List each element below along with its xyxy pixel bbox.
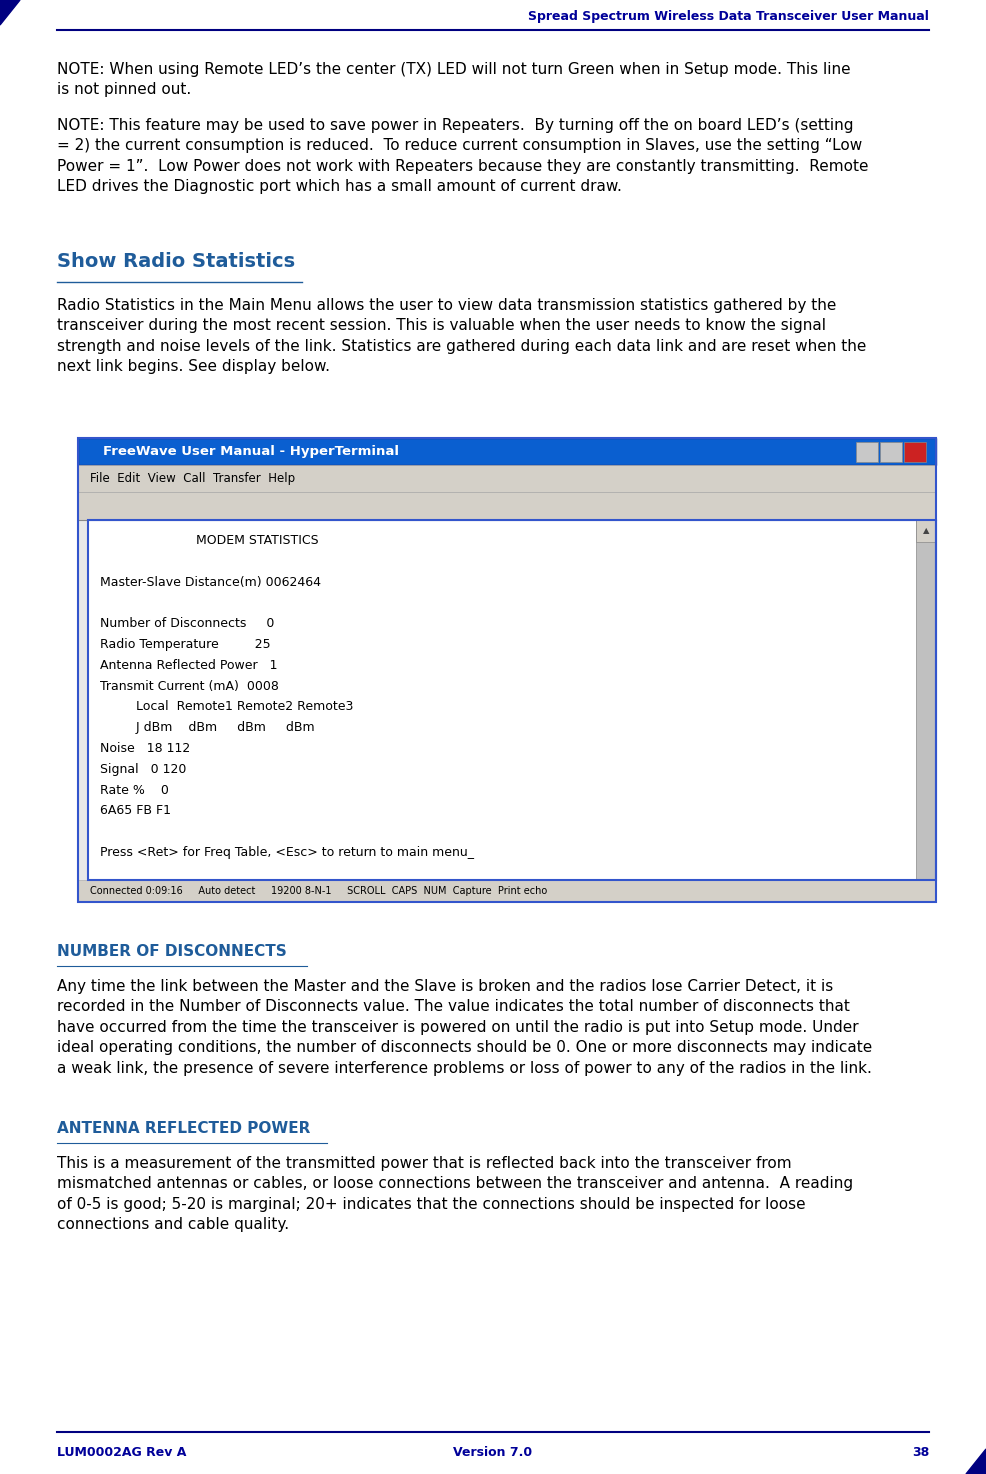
Text: Signal   0 120: Signal 0 120 — [100, 764, 186, 775]
Text: LUM0002AG Rev A: LUM0002AG Rev A — [57, 1446, 186, 1459]
Text: Rate %    0: Rate % 0 — [100, 784, 169, 796]
Bar — [904, 442, 926, 461]
Bar — [856, 442, 878, 461]
Text: NOTE: This feature may be used to save power in Repeaters.  By turning off the o: NOTE: This feature may be used to save p… — [57, 118, 869, 195]
Bar — [78, 464, 936, 492]
Text: Number of Disconnects     0: Number of Disconnects 0 — [100, 618, 274, 631]
Text: Version 7.0: Version 7.0 — [454, 1446, 532, 1459]
Text: 6A65 FB F1: 6A65 FB F1 — [100, 805, 171, 818]
Text: Spread Spectrum Wireless Data Transceiver User Manual: Spread Spectrum Wireless Data Transceive… — [528, 10, 929, 24]
Bar — [916, 520, 936, 542]
Bar — [78, 438, 936, 902]
Bar — [88, 520, 936, 880]
Bar — [78, 520, 88, 880]
Bar — [78, 438, 936, 464]
Text: ▲: ▲ — [923, 526, 929, 535]
Text: Press <Ret> for Freq Table, <Esc> to return to main menu_: Press <Ret> for Freq Table, <Esc> to ret… — [100, 846, 474, 859]
Bar — [78, 880, 936, 902]
Text: Master-Slave Distance(m) 0062464: Master-Slave Distance(m) 0062464 — [100, 576, 321, 588]
Text: Local  Remote1 Remote2 Remote3: Local Remote1 Remote2 Remote3 — [100, 700, 353, 713]
Text: Show Radio Statistics: Show Radio Statistics — [57, 252, 295, 271]
Text: Transmit Current (mA)  0008: Transmit Current (mA) 0008 — [100, 680, 279, 693]
Polygon shape — [0, 0, 20, 25]
Bar — [880, 442, 902, 461]
Text: 38: 38 — [912, 1446, 929, 1459]
Polygon shape — [966, 1449, 986, 1474]
Text: FreeWave User Manual - HyperTerminal: FreeWave User Manual - HyperTerminal — [103, 445, 399, 458]
Text: ANTENNA REFLECTED POWER: ANTENNA REFLECTED POWER — [57, 1122, 311, 1136]
Text: NUMBER OF DISCONNECTS: NUMBER OF DISCONNECTS — [57, 943, 287, 960]
Text: Any time the link between the Master and the Slave is broken and the radios lose: Any time the link between the Master and… — [57, 979, 873, 1076]
Bar — [78, 492, 936, 520]
Text: File  Edit  View  Call  Transfer  Help: File Edit View Call Transfer Help — [90, 472, 295, 485]
Text: This is a measurement of the transmitted power that is reflected back into the t: This is a measurement of the transmitted… — [57, 1156, 853, 1232]
Bar — [88, 520, 936, 880]
Text: Radio Statistics in the Main Menu allows the user to view data transmission stat: Radio Statistics in the Main Menu allows… — [57, 298, 867, 374]
Text: Connected 0:09:16     Auto detect     19200 8-N-1     SCROLL  CAPS  NUM  Capture: Connected 0:09:16 Auto detect 19200 8-N-… — [90, 886, 547, 896]
Text: Noise   18 112: Noise 18 112 — [100, 741, 190, 755]
Bar — [916, 520, 936, 880]
Text: MODEM STATISTICS: MODEM STATISTICS — [100, 534, 318, 547]
Text: Radio Temperature         25: Radio Temperature 25 — [100, 638, 270, 652]
Text: NOTE: When using Remote LED’s the center (TX) LED will not turn Green when in Se: NOTE: When using Remote LED’s the center… — [57, 62, 851, 97]
Text: Antenna Reflected Power   1: Antenna Reflected Power 1 — [100, 659, 277, 672]
Text: J dBm    dBm     dBm     dBm: J dBm dBm dBm dBm — [100, 721, 315, 734]
